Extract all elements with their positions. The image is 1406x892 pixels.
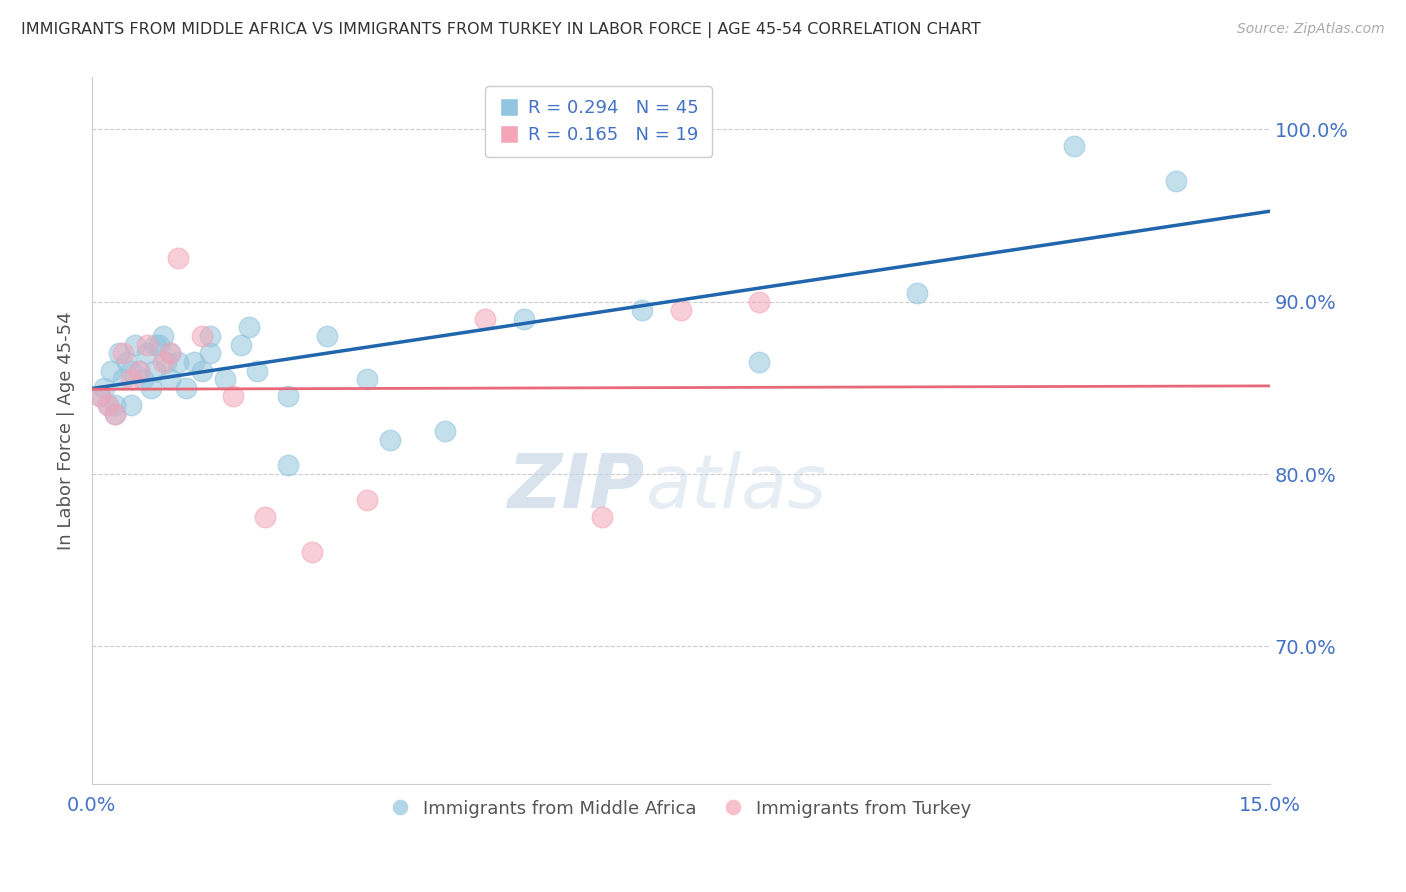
Point <box>1063 139 1085 153</box>
Legend: Immigrants from Middle Africa, Immigrants from Turkey: Immigrants from Middle Africa, Immigrant… <box>384 792 979 825</box>
Y-axis label: In Labor Force | Age 45-54: In Labor Force | Age 45-54 <box>58 311 75 550</box>
Point <box>115 355 138 369</box>
Point <box>139 381 162 395</box>
Point <box>159 372 181 386</box>
Point <box>191 329 214 343</box>
Point <box>246 363 269 377</box>
Point <box>128 363 150 377</box>
Point <box>148 337 170 351</box>
Point <box>112 372 135 386</box>
Point <box>96 398 118 412</box>
Point <box>198 329 221 343</box>
Point <box>135 346 157 360</box>
Point <box>748 355 770 369</box>
Point <box>124 337 146 351</box>
Text: atlas: atlas <box>645 451 827 524</box>
Point <box>120 372 142 386</box>
Point <box>159 346 181 360</box>
Point <box>630 303 652 318</box>
Text: ZIP: ZIP <box>509 451 645 524</box>
Point <box>174 381 197 395</box>
Point <box>191 363 214 377</box>
Point <box>183 355 205 369</box>
Point <box>152 355 174 369</box>
Point <box>591 510 613 524</box>
Point <box>356 492 378 507</box>
Point <box>89 389 111 403</box>
Point <box>380 433 402 447</box>
Point <box>474 311 496 326</box>
Point <box>152 329 174 343</box>
Point <box>214 372 236 386</box>
Point <box>159 346 181 360</box>
Point <box>1164 174 1187 188</box>
Point <box>238 320 260 334</box>
Point <box>135 337 157 351</box>
Point <box>155 355 177 369</box>
Point <box>104 407 127 421</box>
Point <box>108 346 131 360</box>
Text: IMMIGRANTS FROM MIDDLE AFRICA VS IMMIGRANTS FROM TURKEY IN LABOR FORCE | AGE 45-: IMMIGRANTS FROM MIDDLE AFRICA VS IMMIGRA… <box>21 22 981 38</box>
Point <box>277 389 299 403</box>
Point <box>167 355 190 369</box>
Point <box>104 398 127 412</box>
Point <box>143 363 166 377</box>
Point <box>100 363 122 377</box>
Point <box>277 458 299 473</box>
Point <box>143 337 166 351</box>
Point <box>229 337 252 351</box>
Point <box>167 252 190 266</box>
Point <box>513 311 536 326</box>
Point <box>120 363 142 377</box>
Point <box>89 389 111 403</box>
Point <box>96 398 118 412</box>
Point <box>434 424 457 438</box>
Point <box>112 346 135 360</box>
Point <box>748 294 770 309</box>
Point <box>104 407 127 421</box>
Point <box>669 303 692 318</box>
Point <box>132 372 155 386</box>
Point <box>222 389 245 403</box>
Point <box>93 381 115 395</box>
Text: Source: ZipAtlas.com: Source: ZipAtlas.com <box>1237 22 1385 37</box>
Point <box>120 398 142 412</box>
Point <box>198 346 221 360</box>
Point <box>316 329 339 343</box>
Point <box>356 372 378 386</box>
Point <box>301 544 323 558</box>
Point <box>253 510 276 524</box>
Point <box>905 285 928 300</box>
Point <box>128 363 150 377</box>
